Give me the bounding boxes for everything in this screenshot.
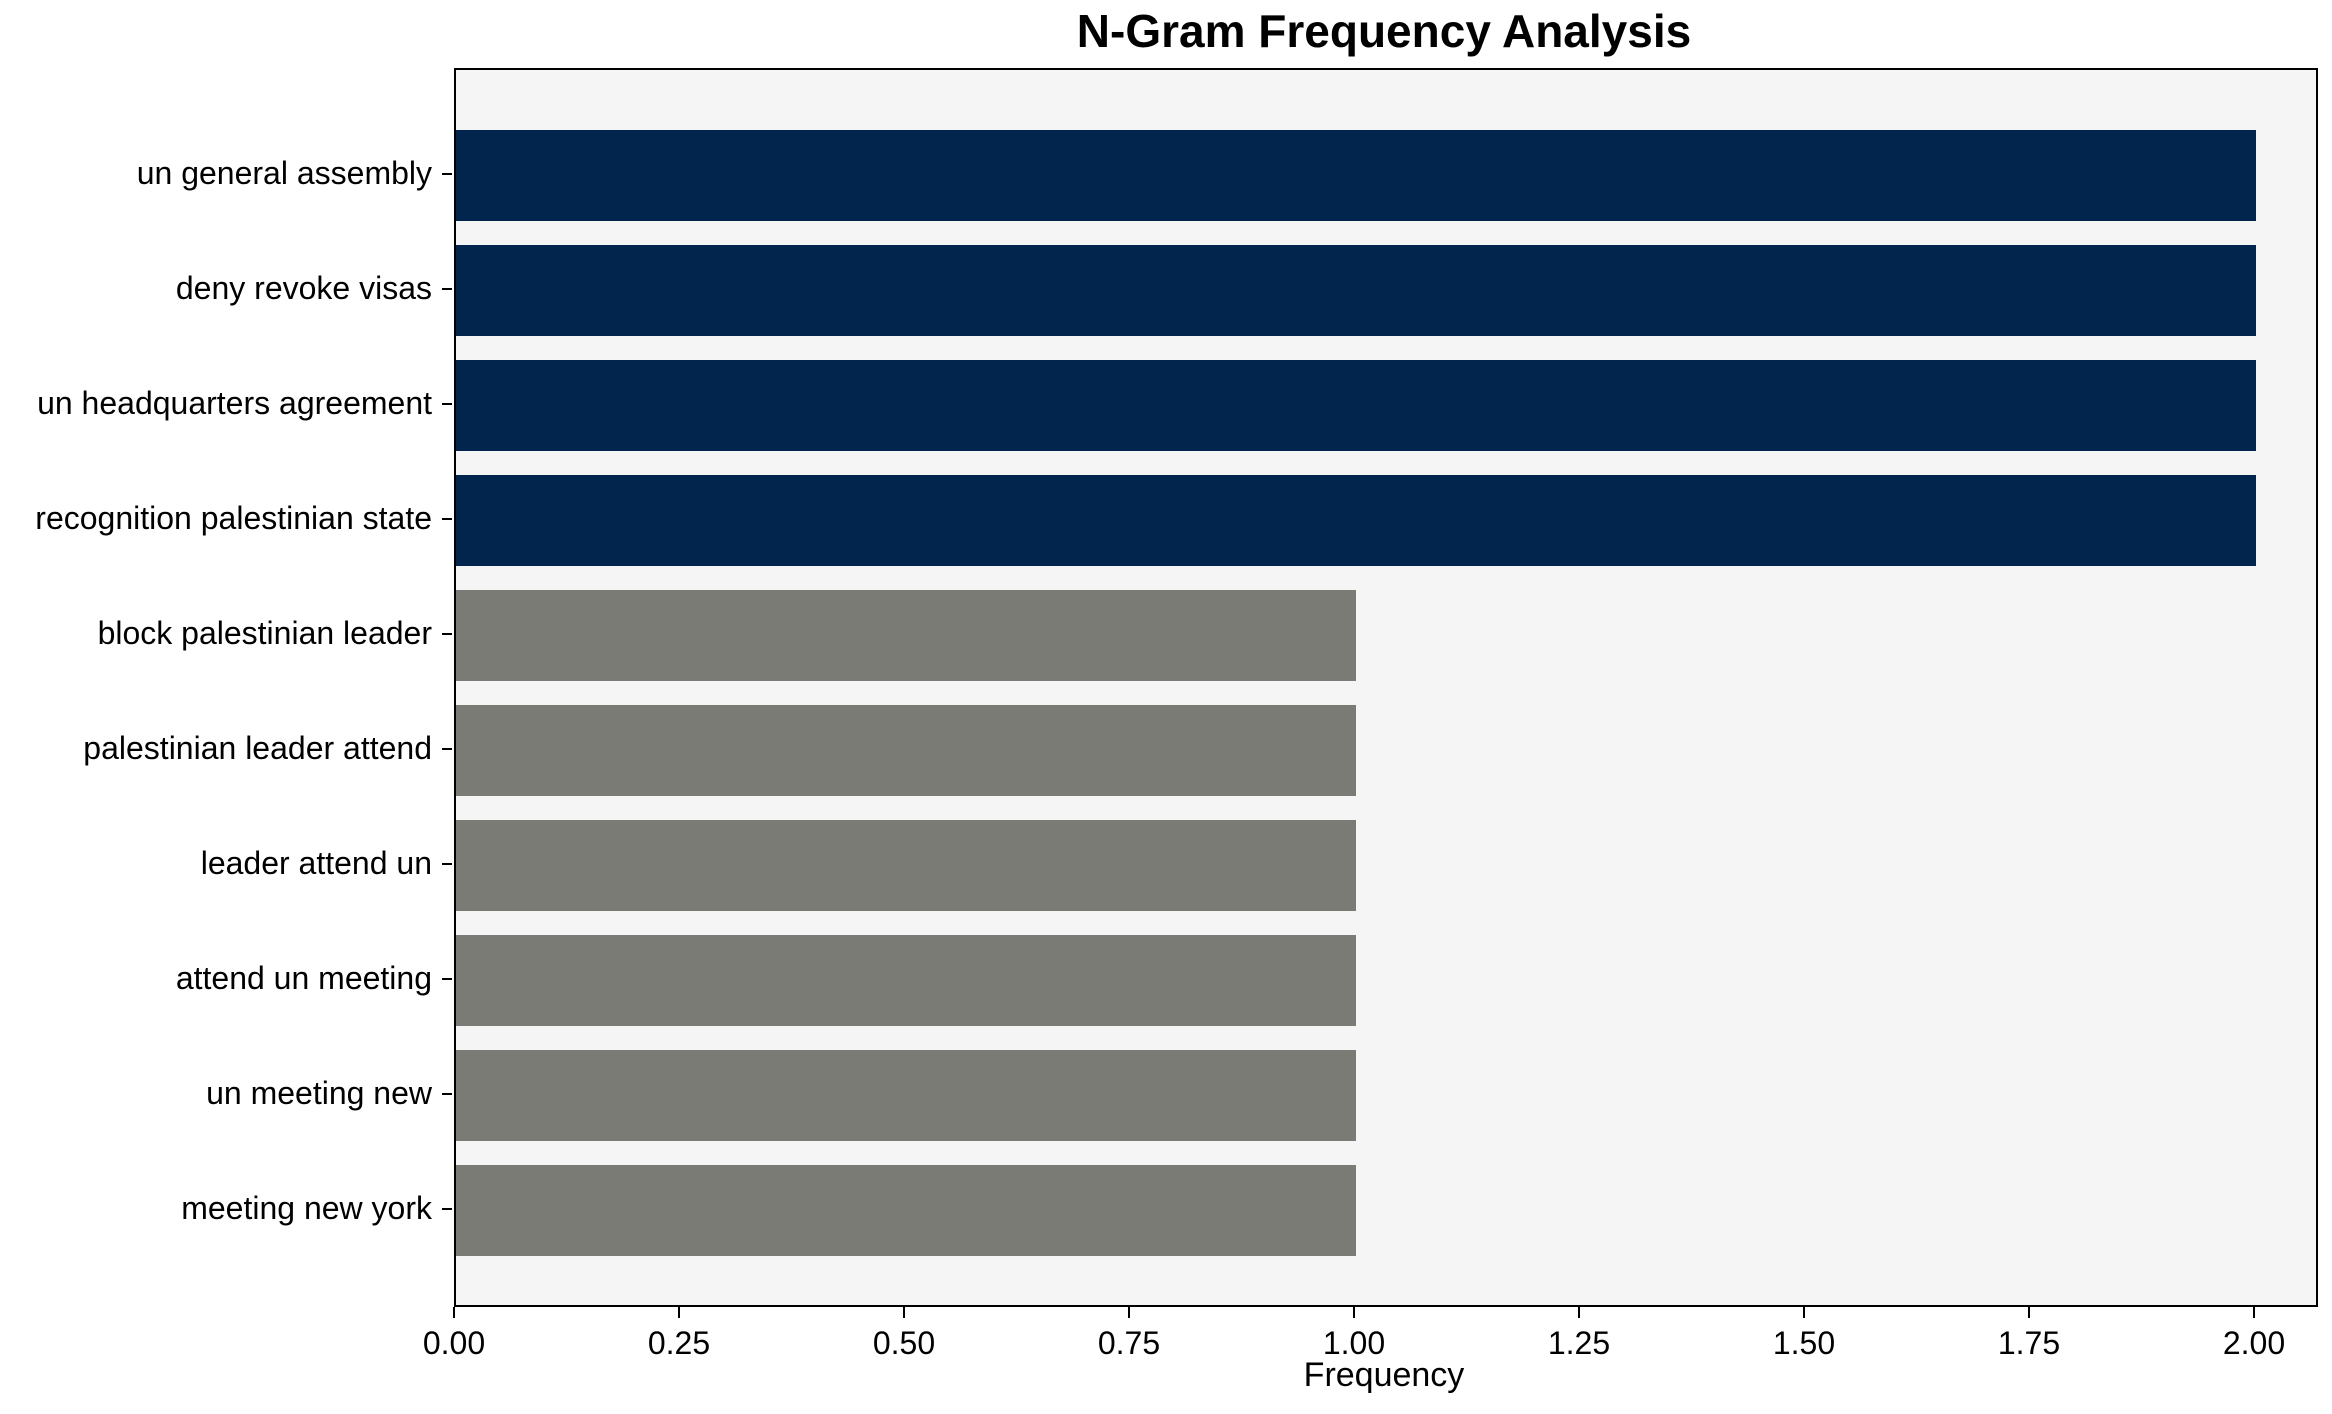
x-tick-label: 1.25 (1547, 1325, 1611, 1361)
y-tick-mark (442, 1092, 452, 1095)
bar (456, 1165, 1356, 1256)
y-tick-mark (442, 977, 452, 980)
bar (456, 360, 2256, 451)
x-tick-mark (1352, 1307, 1355, 1318)
x-tick-mark (1577, 1307, 1580, 1318)
y-tick-mark (442, 632, 452, 635)
x-tick-label: 0.25 (647, 1325, 711, 1361)
y-tick-mark (442, 402, 452, 405)
y-category-label: un meeting new (206, 1075, 432, 1111)
y-category-label: deny revoke visas (175, 270, 432, 306)
y-tick-mark (442, 747, 452, 750)
y-category-label: meeting new york (181, 1190, 432, 1226)
x-tick-mark (1127, 1307, 1130, 1318)
y-tick-mark (442, 1207, 452, 1210)
bar (456, 130, 2256, 221)
chart-title: N-Gram Frequency Analysis (1076, 5, 1692, 57)
bar (456, 475, 2256, 566)
x-tick-label: 2.00 (2222, 1325, 2286, 1361)
y-category-label: block palestinian leader (97, 615, 432, 651)
bar (456, 1050, 1356, 1141)
bar (456, 245, 2256, 336)
y-category-label: recognition palestinian state (35, 500, 432, 536)
y-category-label: leader attend un (200, 845, 432, 881)
x-tick-mark (902, 1307, 905, 1318)
bar (456, 935, 1356, 1026)
x-tick-label: 1.50 (1772, 1325, 1836, 1361)
x-tick-label: 1.75 (1997, 1325, 2061, 1361)
y-category-label: un headquarters agreement (37, 385, 432, 421)
bar (456, 590, 1356, 681)
x-tick-label: 0.00 (422, 1325, 486, 1361)
x-tick-mark (677, 1307, 680, 1318)
bar (456, 820, 1356, 911)
y-category-label: attend un meeting (175, 960, 432, 996)
x-tick-mark (2252, 1307, 2255, 1318)
x-tick-label: 1.00 (1322, 1325, 1386, 1361)
y-tick-mark (442, 517, 452, 520)
y-tick-mark (442, 862, 452, 865)
x-axis-label: Frequency (1303, 1356, 1465, 1394)
y-category-label: un general assembly (136, 155, 432, 191)
x-tick-label: 0.75 (1097, 1325, 1161, 1361)
plot-area (454, 68, 2318, 1307)
y-category-label: palestinian leader attend (83, 730, 432, 766)
y-tick-mark (442, 172, 452, 175)
x-tick-label: 0.50 (872, 1325, 936, 1361)
x-tick-mark (2027, 1307, 2030, 1318)
x-tick-mark (1802, 1307, 1805, 1318)
y-tick-mark (442, 287, 452, 290)
x-tick-mark (453, 1307, 455, 1318)
bar (456, 705, 1356, 796)
